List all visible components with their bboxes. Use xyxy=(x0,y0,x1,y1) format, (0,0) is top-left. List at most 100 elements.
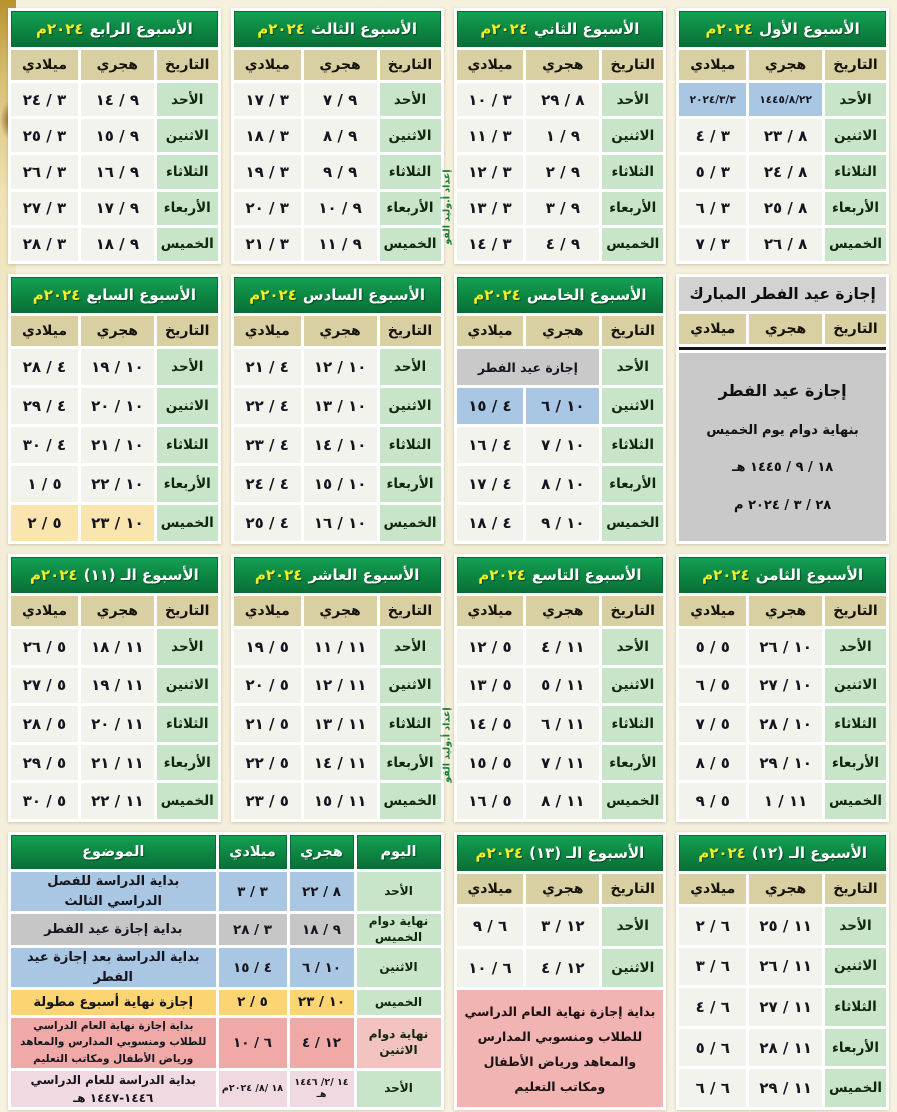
miladi-date-cell: ٥ / ٢٠ xyxy=(233,667,301,704)
week-year: ٢٠٢٤م xyxy=(478,566,526,584)
hijri-date-cell: ٨ / ٢٥ xyxy=(749,191,822,225)
miladi-date-cell: ٣ / ٢٨ xyxy=(11,227,78,262)
week-row: الأربعاء ٨ / ٢٥ ٣ / ٦ xyxy=(679,191,886,225)
week-row: الأحد ١٠ / ١٢ ٤ / ٢١ xyxy=(233,349,441,385)
hijri-date-cell: ١٠ / ٧ xyxy=(526,427,600,463)
miladi-date-cell: ٥ / ١٥ xyxy=(456,744,524,781)
day-cell: الاثنين xyxy=(379,119,441,153)
hijri-date-cell: ١٠ / ٢٣ xyxy=(80,505,154,541)
week-title-text: الأسبوع الثامن xyxy=(755,566,864,584)
week-row: الأربعاء ١٠ / ١٥ ٤ / ٢٤ xyxy=(233,466,441,502)
week-row: الخميس ٩ / ٤ ٣ / ١٤ xyxy=(456,227,664,262)
eid-body-line: إجازة عيد الفطر xyxy=(718,381,847,401)
day-cell: الاثنين xyxy=(602,948,664,988)
miladi-date-cell: ٥ / ٢٧ xyxy=(11,667,78,704)
week-title-text: الأسبوع الثالث xyxy=(310,20,417,38)
week-row: الاثنين ٩ / ١٥ ٣ / ٢٥ xyxy=(11,119,218,153)
hijri-date-cell: ٩ / ٨ xyxy=(303,119,377,153)
summary-row: الخميس ١٠ / ٢٣ ٥ / ٢ إجازة نهاية أسبوع م… xyxy=(11,990,441,1015)
miladi-date-cell: ٣ / ٢٨ xyxy=(218,914,287,946)
summary-rows: الأحد ٨ / ٢٢ ٣ / ٣ بداية الدراسة للفصل ا… xyxy=(11,872,441,1107)
week-row: الاثنين ١١ / ١٩ ٥ / ٢٧ xyxy=(11,667,218,704)
hijri-date-cell: ١٢ / ٤ xyxy=(526,948,600,988)
miladi-date-cell: ٣ / ٧ xyxy=(679,227,747,262)
hijri-date-cell: ١١ / ١١ xyxy=(303,629,377,665)
day-cell: الاثنين xyxy=(825,947,886,986)
subject-cell: بداية الدراسة بعد إجازة عيد الفطر xyxy=(11,948,216,988)
week-row: الأربعاء ٩ / ١٧ ٣ / ٢٧ xyxy=(11,191,218,225)
eid-holiday-card: إجازة عيد الفطر المبارك التاريخ هجري ميل… xyxy=(676,274,889,544)
miladi-date-cell: ٥ / ٦ xyxy=(679,667,747,704)
hijri-date-cell: ١١ / ٢٩ xyxy=(749,1069,822,1107)
subject-cell: إجازة نهاية أسبوع مطولة xyxy=(11,990,216,1015)
miladi-date-cell: ٥ / ٥ xyxy=(679,629,747,665)
key-dates-summary-table: اليوم هجري ميلادي الموضوع الأحد ٨ / ٢٢ ٣… xyxy=(8,832,444,1110)
day-cell: الخميس xyxy=(379,505,441,541)
week-rows: الأحد إجازة عيد الفطر الاثنين ١٠ / ٦ ٤ /… xyxy=(456,349,664,541)
hijri-date-cell: ١٠ / ٢١ xyxy=(80,427,154,463)
hijri-date-cell: ١٠ / ١٤ xyxy=(303,427,377,463)
week-row: الخميس ١١ / ١٥ ٥ / ٢٣ xyxy=(233,783,441,819)
day-cell: الثلاثاء xyxy=(602,155,664,189)
week-title: الأسبوع الثامن ٢٠٢٤م xyxy=(679,557,886,593)
week-year: ٢٠٢٤م xyxy=(254,566,303,584)
week-title: الأسبوع الثالث ٢٠٢٤م xyxy=(233,11,441,47)
hijri-date-cell: ١٠ / ٦ xyxy=(289,948,354,988)
miladi-column-header: ميلادي xyxy=(233,596,301,626)
week-rows: الأحد ٩ / ١٤ ٣ / ٢٤ الاثنين ٩ / ١٥ ٣ / ٢… xyxy=(11,83,218,262)
hijri-date-cell: ١١ / ٢٢ xyxy=(80,783,154,819)
date-column-header: التاريخ xyxy=(602,596,664,626)
miladi-date-cell: ٥ / ٢ xyxy=(218,990,287,1015)
hijri-date-cell: ١١ / ٤ xyxy=(526,629,600,665)
hijri-date-cell: ٩ / ١٧ xyxy=(80,191,154,225)
day-cell: الثلاثاء xyxy=(825,706,886,742)
date-column-header: التاريخ xyxy=(825,874,886,904)
day-cell: الخميس xyxy=(825,1069,886,1107)
hijri-column-header: هجري xyxy=(80,316,154,346)
week-rows: الأحد ١١ / ٤ ٥ / ١٢ الاثنين ١١ / ٥ ٥ / ١… xyxy=(456,629,664,819)
miladi-date-cell: ٤ / ٢٢ xyxy=(233,388,301,424)
hijri-date-cell: ١٤ /٢/ ١٤٤٦ هـ xyxy=(289,1071,354,1107)
day-cell: الثلاثاء xyxy=(156,155,218,189)
miladi-date-cell: ٥ / ١٣ xyxy=(456,667,524,704)
miladi-date-cell: ٣ / ١٩ xyxy=(233,155,301,189)
hijri-column-header: هجري xyxy=(303,50,377,80)
week-row: الثلاثاء ٩ / ٢ ٣ / ١٢ xyxy=(456,155,664,189)
week-row: الأربعاء ١١ / ٢٨ ٦ / ٥ xyxy=(679,1028,886,1067)
hijri-date-cell: ٨ / ٢٢ xyxy=(289,872,354,911)
day-cell: الخميس xyxy=(156,505,218,541)
week-row: الخميس ١٠ / ١٦ ٤ / ٢٥ xyxy=(233,505,441,541)
week-year: ٢٠٢٤م xyxy=(35,20,84,38)
week-header-row: التاريخ هجري ميلادي xyxy=(11,50,218,80)
hijri-date-cell: ١١ / ٦ xyxy=(526,706,600,742)
day-cell: الأحد xyxy=(602,629,664,665)
hijri-date-cell: ٩ / ٣ xyxy=(526,191,600,225)
hijri-date-cell: ١٠ / ٢٨ xyxy=(749,706,822,742)
eid-body-line: ٢٨ / ٣ / ٢٠٢٤ م xyxy=(734,497,832,513)
week-row: الأحد ٩ / ١٤ ٣ / ٢٤ xyxy=(11,83,218,117)
subject-column-header: الموضوع xyxy=(11,835,216,869)
day-cell: الأحد xyxy=(825,907,886,945)
week-title: الأسبوع الـ (١١) ٢٠٢٤م xyxy=(11,557,218,593)
week-7-card: الأسبوع السابع ٢٠٢٤م التاريخ هجري ميلادي… xyxy=(8,274,221,544)
hijri-column-header: هجري xyxy=(749,596,822,626)
miladi-column-header: ميلادي xyxy=(456,50,524,80)
hijri-date-cell: ٩ / ٤ xyxy=(526,227,600,262)
week-rows: الأحد ١٢ / ٣ ٦ / ٩ الاثنين ١٢ / ٤ ٦ / ١٠ xyxy=(456,907,664,988)
day-cell: الأحد xyxy=(602,83,664,117)
week-year: ٢٠٢٤م xyxy=(249,286,297,304)
day-cell: الاثنين xyxy=(602,667,664,704)
day-cell: الخميس xyxy=(825,783,886,819)
hijri-date-cell: ١١ / ١٤ xyxy=(303,744,377,781)
week-row: الاثنين ١٠ / ١٣ ٤ / ٢٢ xyxy=(233,388,441,424)
week-row: الثلاثاء ١١ / ٦ ٥ / ١٤ xyxy=(456,706,664,742)
day-cell: الثلاثاء xyxy=(602,706,664,742)
hijri-date-cell: ١١ / ١٢ xyxy=(303,667,377,704)
hijri-date-cell: ١٢ / ٣ xyxy=(526,907,600,946)
miladi-date-cell: ٦ / ٥ xyxy=(679,1028,747,1067)
subject-cell: بداية الدراسة للعام الدراسي ١٤٤٦-١٤٤٧ هـ xyxy=(11,1071,216,1107)
hijri-date-cell: ٩ / ٧ xyxy=(303,83,377,117)
miladi-date-cell: ٣ / ٦ xyxy=(679,191,747,225)
week-1-card: الأسبوع الأول ٢٠٢٤م التاريخ هجري ميلادي … xyxy=(676,8,889,264)
day-cell: الأربعاء xyxy=(379,191,441,225)
